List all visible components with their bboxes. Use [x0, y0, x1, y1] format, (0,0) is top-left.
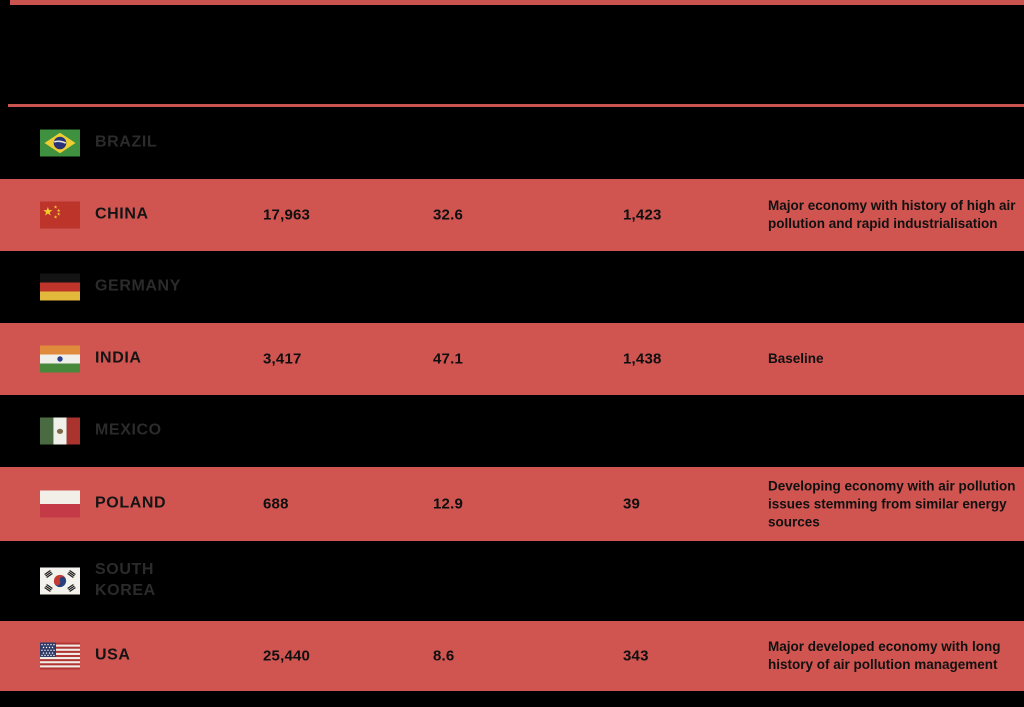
row-note: Developing economy with air pollution is… [768, 478, 1016, 529]
country-label: BRAZIL [95, 133, 158, 151]
bottom-strip [0, 691, 1024, 707]
country-label: SOUTH KOREA [95, 561, 156, 599]
table-row-china: ★ ★ ★ ★ ★ CHINA 17,963 32.6 1,423 Major … [0, 179, 1024, 251]
header-divider-line [8, 104, 1024, 107]
top-rule-line [10, 0, 1024, 5]
svg-text:★: ★ [54, 205, 58, 211]
mexico-flag-icon [40, 417, 80, 445]
country-label: MEXICO [95, 421, 162, 439]
svg-text:★: ★ [43, 204, 54, 218]
row-note: Baseline [768, 351, 824, 367]
value-1: 688 [263, 495, 289, 513]
value-2: 12.9 [433, 495, 463, 513]
country-label: POLAND [95, 494, 167, 512]
svg-text:★: ★ [57, 208, 61, 214]
row-note: Major economy with history of high air p… [768, 198, 1016, 231]
value-3: 39 [623, 495, 641, 513]
table-row-brazil: BRAZIL [0, 107, 1024, 179]
row-note: Major developed economy with long histor… [768, 639, 1001, 672]
value-3: 343 [623, 647, 649, 665]
table-row-usa: USA 25,440 8.6 343 Major developed econo… [0, 621, 1024, 691]
country-label: GERMANY [95, 277, 181, 295]
table-header [0, 0, 1024, 104]
svg-text:★: ★ [54, 215, 58, 221]
brazil-flag-icon [40, 129, 80, 157]
india-flag-icon [40, 345, 80, 373]
table-row-mexico: MEXICO [0, 395, 1024, 467]
country-label: CHINA [95, 205, 149, 223]
value-1: 25,440 [263, 647, 311, 665]
value-1: 17,963 [263, 206, 311, 224]
table-row-south-korea: SOUTH KOREA [0, 541, 1024, 621]
country-label: USA [95, 646, 131, 664]
germany-flag-icon [40, 273, 80, 301]
value-2: 32.6 [433, 206, 463, 224]
usa-flag-icon [40, 642, 80, 670]
svg-text:★: ★ [57, 212, 61, 218]
table-row-poland: POLAND 688 12.9 39 Developing economy wi… [0, 467, 1024, 541]
table-row-india: INDIA 3,417 47.1 1,438 Baseline [0, 323, 1024, 395]
value-3: 1,438 [623, 350, 662, 368]
country-label: INDIA [95, 349, 142, 367]
china-flag-icon: ★ ★ ★ ★ ★ [40, 201, 80, 229]
poland-flag-icon [40, 490, 80, 518]
south-korea-flag-icon [40, 567, 80, 595]
value-2: 47.1 [433, 350, 463, 368]
table-row-germany: GERMANY [0, 251, 1024, 323]
value-1: 3,417 [263, 350, 302, 368]
value-3: 1,423 [623, 206, 662, 224]
value-2: 8.6 [433, 647, 455, 665]
